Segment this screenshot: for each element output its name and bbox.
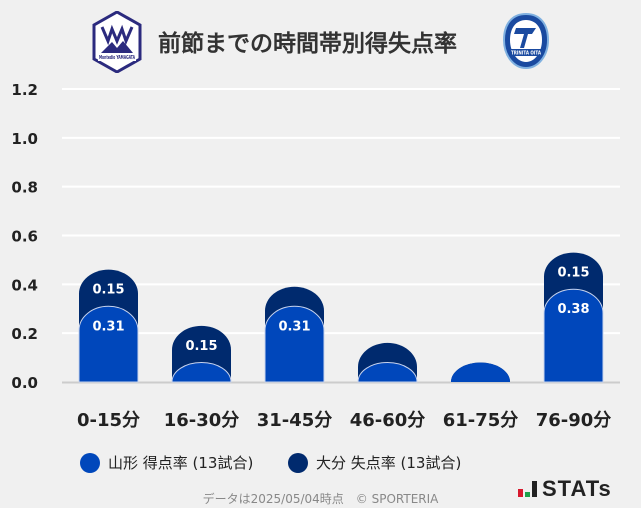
x-tick-label: 31-45分 bbox=[257, 410, 333, 431]
bar-away-label: 0.15 bbox=[92, 283, 124, 298]
legend-away: 大分 失点率 (13試合) bbox=[288, 452, 461, 473]
stats-brand: STATs bbox=[518, 476, 612, 502]
x-tick-label: 0-15分 bbox=[77, 410, 140, 431]
y-tick-label: 0.4 bbox=[11, 276, 38, 294]
home-logo-text: Montedio YAMAGATA bbox=[99, 55, 135, 61]
bar-home-segment bbox=[357, 362, 418, 383]
bar-home-segment bbox=[451, 362, 510, 382]
bar-away-label: 0.15 bbox=[557, 266, 589, 281]
legend-home-swatch bbox=[80, 452, 100, 473]
legend-away-swatch bbox=[288, 452, 308, 473]
away-logo-text: TRINITA OITA bbox=[511, 51, 541, 57]
stacked-bar-chart: 0.0 0.2 0.4 0.6 0.8 1.0 1.2 0.15 0.31 0-15分 0.15 16… bbox=[11, 81, 620, 431]
y-tick-label: 0.2 bbox=[11, 325, 38, 343]
bar-home-label: 0.31 bbox=[92, 319, 124, 334]
bar-home-segment bbox=[171, 362, 232, 383]
y-tick-label: 0.8 bbox=[11, 179, 38, 197]
stats-brand-text: STATs bbox=[542, 476, 612, 501]
x-tick-label: 76-90分 bbox=[536, 410, 612, 431]
x-tick-label: 46-60分 bbox=[350, 410, 426, 431]
trinita-oita-logo: TRINITA OITA bbox=[502, 12, 550, 70]
montedio-yamagata-logo: Montedio YAMAGATA bbox=[92, 11, 142, 73]
stats-bar-icon bbox=[518, 481, 537, 497]
x-tick-label: 16-30分 bbox=[164, 410, 240, 431]
legend-home: 山形 得点率 (13試合) bbox=[80, 452, 253, 473]
y-tick-label: 1.2 bbox=[11, 81, 38, 99]
legend-home-label: 山形 得点率 (13試合) bbox=[108, 454, 254, 472]
chart-title: 前節までの時間帯別得失点率 bbox=[158, 31, 457, 57]
bar-home-segment bbox=[264, 305, 325, 383]
bar-home-label: 0.38 bbox=[557, 302, 589, 317]
x-tick-label: 61-75分 bbox=[443, 410, 519, 431]
legend-away-label: 大分 失点率 (13試合) bbox=[316, 454, 462, 472]
y-tick-label: 0.0 bbox=[11, 374, 38, 392]
bar-home-segment bbox=[543, 288, 604, 383]
bar-away-label: 0.15 bbox=[185, 339, 217, 354]
bar-home-label: 0.31 bbox=[278, 319, 310, 334]
y-tick-label: 1.0 bbox=[11, 130, 38, 148]
footer-note: データは2025/05/04時点 © SPORTERIA bbox=[202, 492, 439, 506]
y-tick-label: 0.6 bbox=[11, 228, 38, 246]
bar-home-segment bbox=[78, 305, 139, 383]
